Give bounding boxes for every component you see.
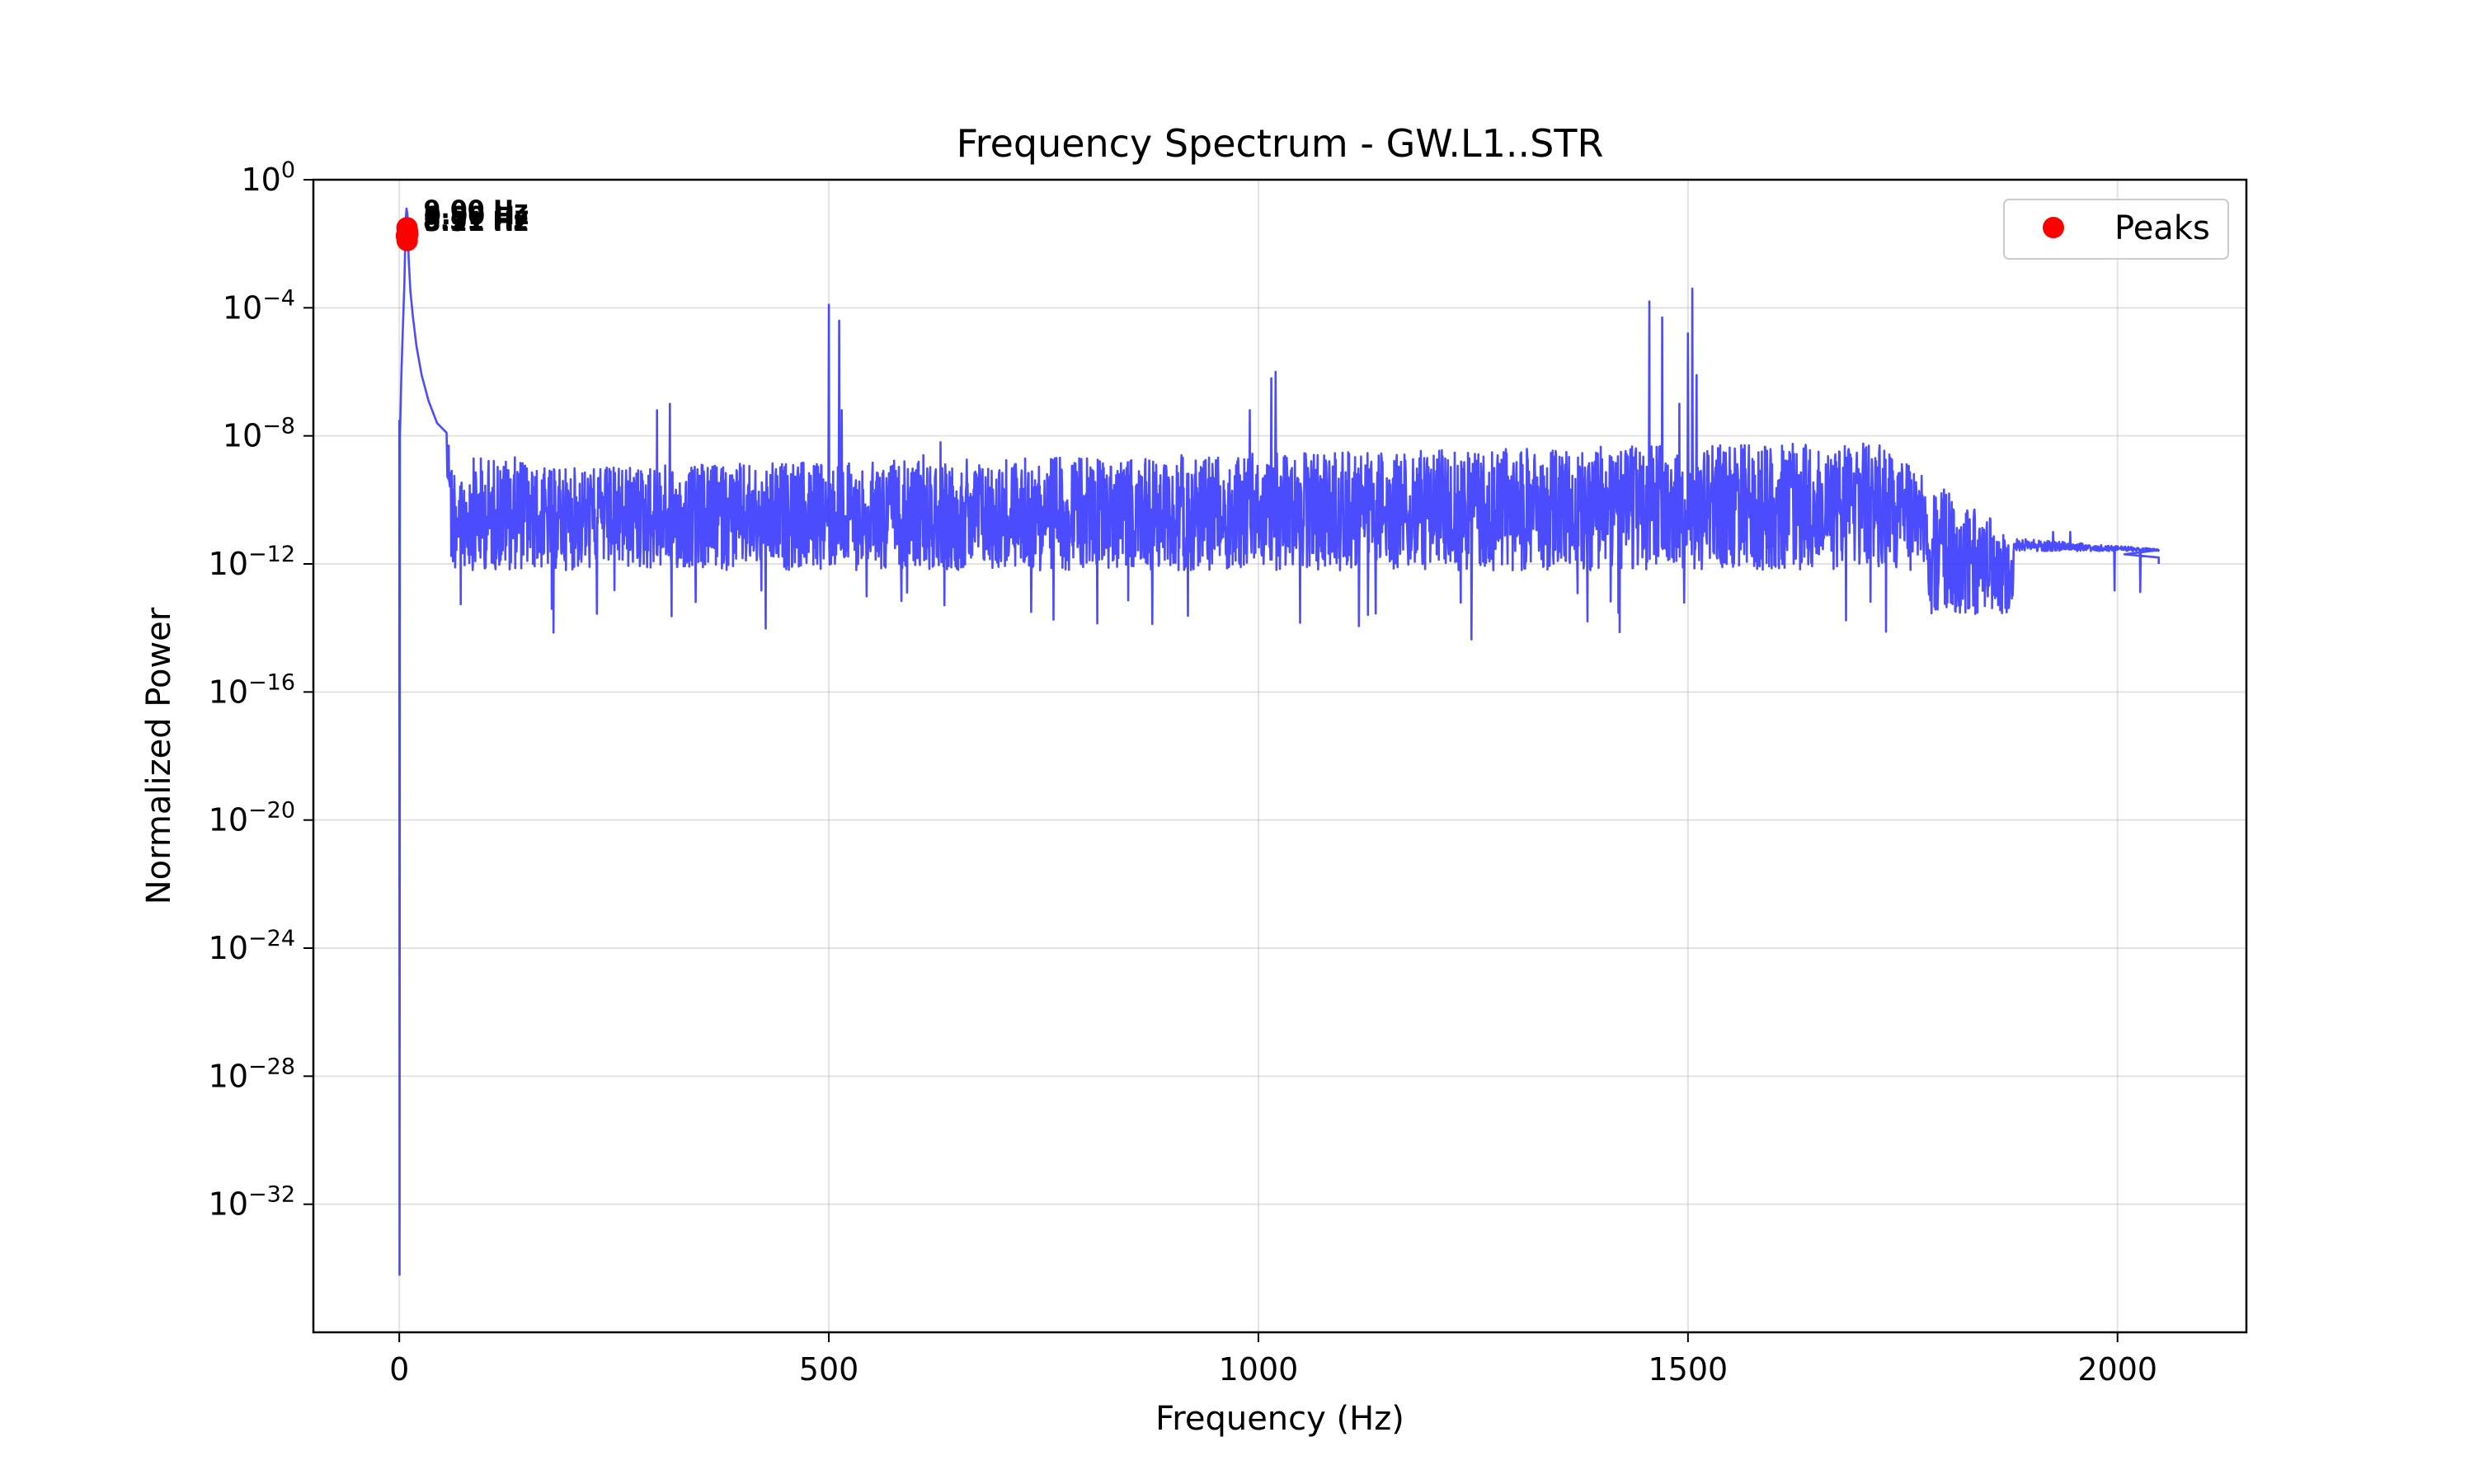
x-tick-label: 1500 xyxy=(1648,1351,1728,1388)
x-axis-label: Frequency (Hz) xyxy=(1155,1400,1404,1438)
x-tick-label: 2000 xyxy=(2077,1351,2157,1388)
legend-peaks-label: Peaks xyxy=(2114,209,2210,247)
plot-frame xyxy=(312,178,2248,1334)
legend: Peaks xyxy=(2003,199,2229,260)
data-layer xyxy=(397,207,2160,1276)
grid-layer xyxy=(313,179,2246,1332)
x-tick-label: 0 xyxy=(389,1351,409,1388)
y-tick-label: 100 xyxy=(241,157,295,198)
spectrum-line xyxy=(397,207,2160,1276)
y-axis: 100 10−4 10−8 10−12 10−16 10−20 10−24 10−28 10−3… xyxy=(209,157,313,1223)
y-tick-label: 10−28 xyxy=(209,1054,295,1094)
peak-label: 9.50 Hz xyxy=(424,202,529,231)
y-tick-label: 10−12 xyxy=(209,542,295,582)
y-tick-label: 10−8 xyxy=(223,414,295,454)
peak-label: 8.31 Hz xyxy=(423,207,528,236)
y-tick-label: 10−24 xyxy=(209,926,295,966)
x-tick-label: 1000 xyxy=(1219,1351,1299,1388)
peak-layer: 9.00 Hz9.50 Hz9.99 Hz8.91 Hz9.21 Hz8.31 … xyxy=(395,195,529,251)
peak-label: 8.91 Hz xyxy=(423,209,528,237)
peak-label: 9.00 Hz xyxy=(424,195,529,224)
peak-label: 9.99 Hz xyxy=(424,202,529,231)
x-tick-label: 500 xyxy=(799,1351,859,1388)
x-axis: 0 500 1000 1500 2000 xyxy=(389,1332,2157,1388)
y-tick-label: 10−32 xyxy=(209,1182,295,1223)
chart-title: Frequency Spectrum - GW.L1..STR xyxy=(957,121,1604,166)
legend-peaks-marker xyxy=(2043,217,2064,238)
peak-marker xyxy=(395,224,417,247)
y-axis-label: Normalized Power xyxy=(140,607,178,904)
legend-box xyxy=(2003,199,2229,260)
y-tick-label: 10−16 xyxy=(209,669,295,710)
peak-label: 9.21 Hz xyxy=(424,209,529,237)
y-tick-label: 10−4 xyxy=(223,285,295,326)
y-tick-label: 10−20 xyxy=(209,798,295,838)
